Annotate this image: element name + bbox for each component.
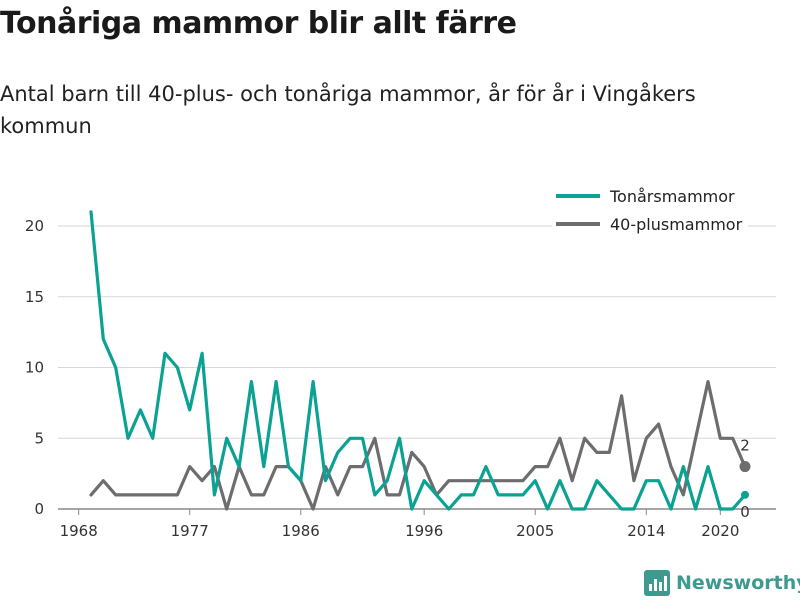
x-tick-label-1996: 1996: [405, 522, 443, 540]
series-line-40-plusmammor: [89, 380, 747, 511]
end-marker-tonar: [741, 490, 749, 499]
x-tick-label-1986: 1986: [282, 522, 320, 540]
end-marker-40plus: [739, 461, 751, 473]
newsworthy-icon: [644, 570, 670, 596]
x-axis-ticks: 1968 1977 1986 1996 2005 2014 2020: [60, 509, 739, 540]
legend-item-40plus: 40-plusmammor: [556, 210, 742, 238]
y-tick-label-15: 15: [25, 288, 44, 306]
newsworthy-logo: Newsworthy: [644, 570, 800, 596]
x-tick-label-2020: 2020: [701, 522, 739, 540]
legend-item-tonar: Tonårsmammor: [556, 182, 742, 210]
x-tick-label-2014: 2014: [627, 522, 665, 540]
chart-title: Tonåriga mammor blir allt färre: [0, 6, 517, 41]
chart-series: [89, 210, 747, 511]
end-markers: 20: [739, 437, 751, 521]
chart-subtitle: Antal barn till 40-plus- och tonåriga ma…: [0, 82, 696, 138]
grid-lines: [58, 225, 776, 510]
end-label-tonar: 0: [740, 503, 750, 521]
y-axis-ticks: 0 5 10 15 20: [25, 217, 44, 518]
series-line-tonarsmammor: [89, 210, 747, 511]
y-tick-label-0: 0: [34, 500, 44, 518]
x-tick-label-1977: 1977: [171, 522, 209, 540]
legend-swatch-40plus: [556, 222, 600, 226]
legend: Tonårsmammor 40-plusmammor: [552, 180, 749, 240]
y-tick-label-20: 20: [25, 217, 44, 235]
y-tick-label-10: 10: [25, 359, 44, 377]
brand-name: Newsworthy: [676, 572, 800, 594]
end-label-40plus: 2: [740, 437, 750, 455]
x-tick-label-1968: 1968: [60, 522, 98, 540]
x-tick-label-2005: 2005: [516, 522, 554, 540]
legend-label-40plus: 40-plusmammor: [610, 214, 743, 234]
legend-label-tonar: Tonårsmammor: [610, 186, 735, 206]
y-tick-label-5: 5: [34, 429, 44, 447]
legend-swatch-tonar: [556, 194, 600, 198]
